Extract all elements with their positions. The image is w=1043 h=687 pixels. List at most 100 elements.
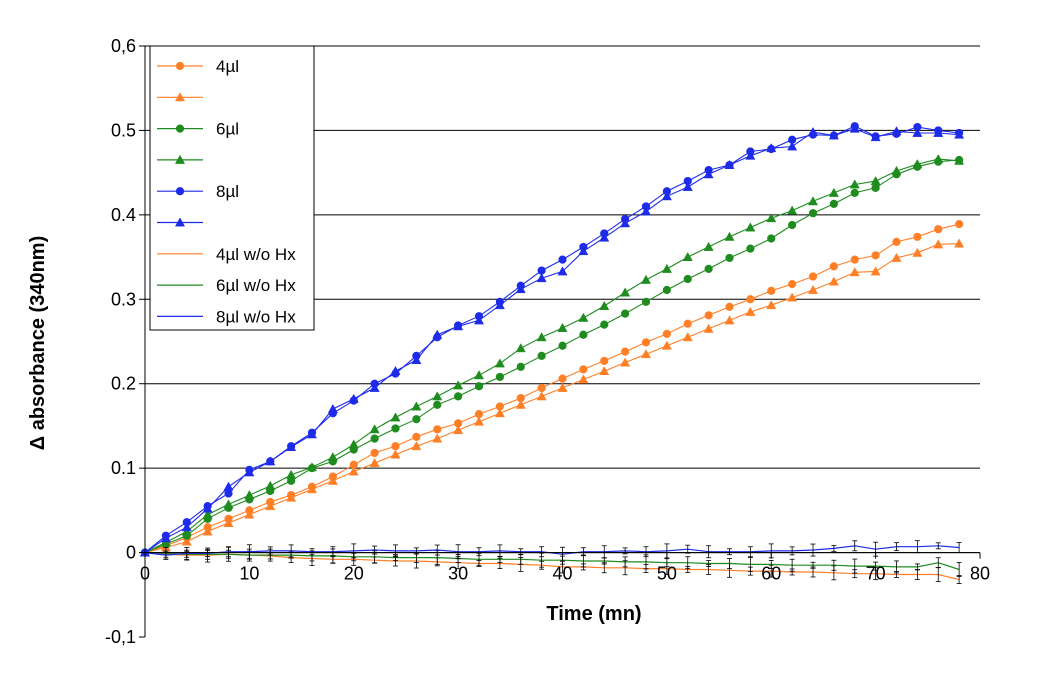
data-point	[369, 424, 380, 434]
data-point	[174, 154, 186, 164]
legend-entry	[157, 154, 203, 164]
data-point	[390, 449, 401, 459]
data-point	[557, 382, 568, 392]
data-point	[579, 365, 588, 374]
legend-label: 6µl w/o Hx	[216, 276, 296, 295]
data-point	[683, 274, 692, 284]
data-point	[537, 351, 546, 360]
data-point	[724, 159, 735, 169]
data-point	[223, 499, 234, 509]
data-point	[807, 284, 819, 294]
data-point	[704, 311, 713, 320]
data-point	[432, 433, 443, 443]
x-axis-title: Time (mn)	[546, 603, 641, 625]
data-point	[725, 302, 734, 311]
data-point	[327, 475, 338, 485]
data-point	[954, 155, 965, 165]
data-point	[850, 255, 859, 264]
data-point	[536, 273, 547, 283]
legend-entry	[157, 217, 203, 227]
y-tick-label: 0.5	[111, 120, 136, 140]
data-point	[494, 408, 505, 418]
data-point	[682, 181, 693, 191]
data-point	[391, 442, 400, 451]
data-point	[745, 222, 756, 232]
data-point	[348, 466, 359, 476]
data-point	[515, 284, 526, 294]
data-point	[954, 238, 965, 248]
data-point	[286, 469, 297, 479]
data-point	[181, 522, 192, 532]
data-point	[891, 165, 902, 175]
data-point	[515, 343, 526, 353]
data-point	[412, 415, 421, 424]
data-point	[787, 205, 798, 215]
data-point	[327, 452, 338, 462]
data-point	[411, 354, 422, 365]
legend-label: 6µl	[216, 120, 239, 139]
data-point	[433, 425, 442, 434]
series-line	[144, 223, 960, 554]
data-point	[174, 217, 186, 227]
y-axis-title: Δ absorbance (340nm)	[27, 236, 49, 450]
data-point	[912, 127, 923, 137]
data-point	[306, 484, 318, 494]
legend-entry: 4µl	[157, 57, 239, 76]
data-point	[369, 382, 380, 392]
data-point	[537, 383, 546, 393]
data-point	[954, 129, 965, 139]
data-point	[787, 141, 798, 151]
data-point	[703, 323, 714, 333]
legend-entry	[157, 92, 203, 102]
data-point	[599, 365, 610, 375]
data-point	[175, 61, 185, 71]
legend-label: 4µl w/o Hx	[216, 245, 296, 264]
data-point	[620, 357, 631, 367]
data-point	[745, 150, 756, 160]
data-point	[557, 266, 568, 276]
data-point	[202, 509, 213, 519]
data-point	[871, 183, 880, 192]
data-point	[746, 295, 755, 304]
data-point	[599, 232, 610, 242]
plot-series	[139, 122, 965, 584]
data-point	[244, 490, 255, 500]
x-tick-label: 0	[140, 564, 150, 584]
series-line	[144, 243, 960, 554]
data-point	[306, 462, 318, 472]
data-point	[724, 231, 735, 241]
data-point	[640, 349, 652, 359]
series-line	[144, 552, 960, 571]
data-point	[370, 448, 379, 458]
series-2	[139, 238, 965, 557]
data-point	[516, 362, 525, 371]
data-point	[934, 225, 943, 234]
data-point	[787, 292, 798, 302]
legend-entry: 8µl w/o Hx	[157, 307, 296, 326]
data-point	[473, 416, 485, 426]
data-point	[433, 400, 442, 409]
data-point	[933, 127, 944, 137]
data-point	[286, 441, 297, 451]
data-point	[829, 262, 838, 271]
tick-labels: -0,1 0 0.1 0.2 0.3 0.4 0.5 0,6 0 10 20 30 40 50 60 70 80	[105, 36, 990, 647]
data-point	[327, 403, 338, 413]
series-line	[144, 552, 960, 581]
data-point	[682, 332, 693, 342]
data-point	[913, 232, 922, 241]
data-point	[849, 267, 860, 277]
data-point	[432, 391, 443, 401]
data-point	[265, 456, 276, 466]
data-point	[390, 365, 401, 375]
data-point	[453, 425, 464, 435]
data-point	[766, 143, 777, 153]
data-point	[891, 252, 902, 262]
legend: 4µl 6µl 8µl 4µl w/o Hx 6µl w/o Hx 8µl w/o Hx	[149, 45, 315, 331]
data-point	[202, 503, 213, 513]
data-point	[578, 374, 589, 384]
y-tick-label: 0,6	[111, 36, 136, 56]
data-point	[453, 321, 464, 331]
data-point	[767, 234, 776, 243]
data-point	[641, 338, 651, 347]
